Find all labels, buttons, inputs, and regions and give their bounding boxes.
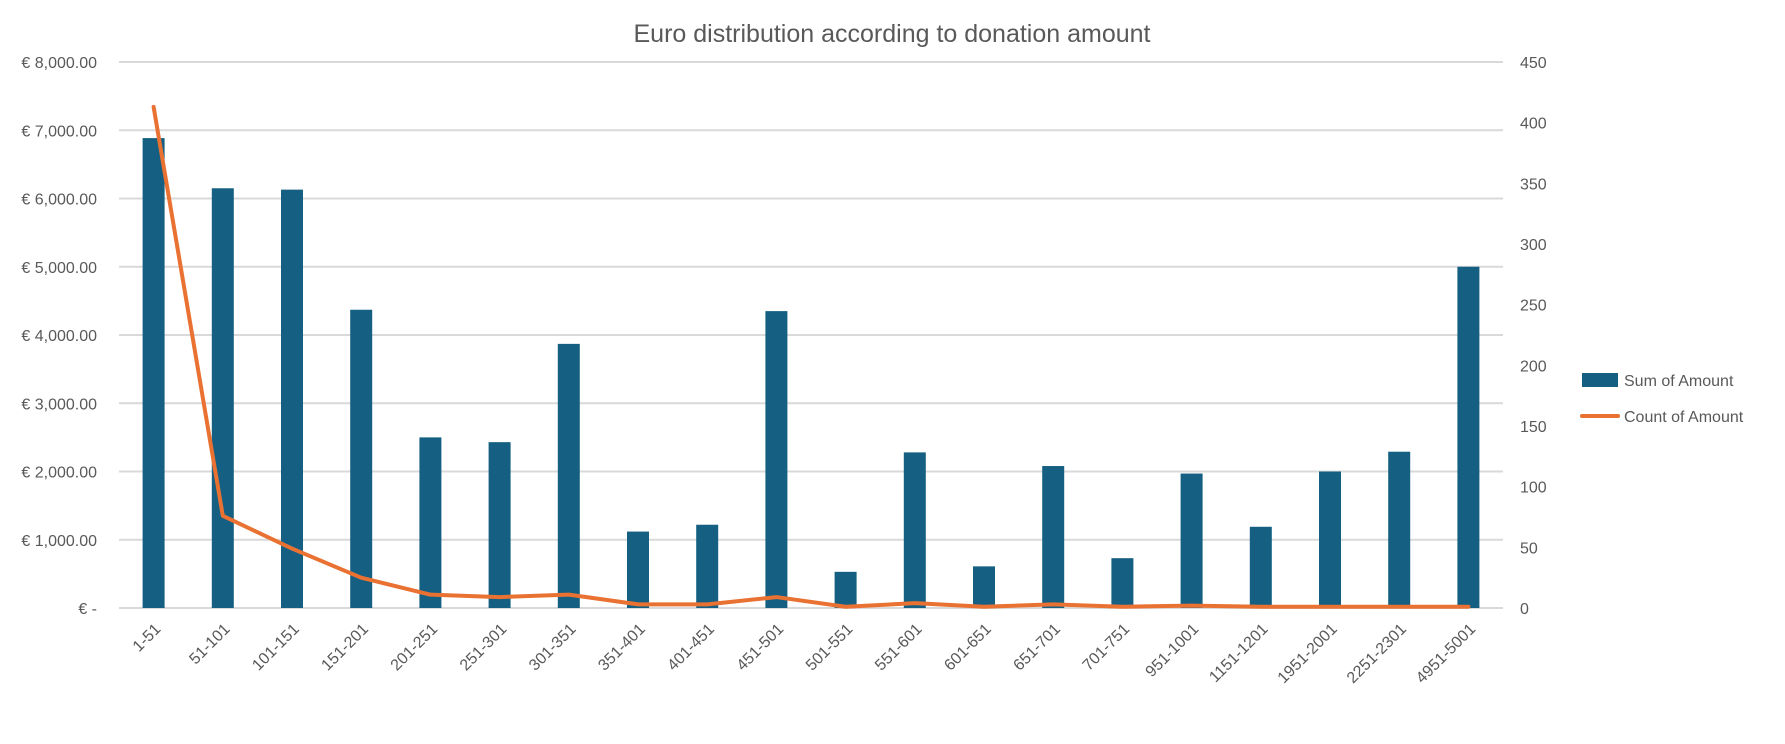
bar-251-301 — [488, 442, 511, 608]
count-point-151-201 — [360, 577, 362, 579]
right-tick-label: 450 — [1520, 55, 1547, 72]
count-point-1-51 — [153, 106, 155, 108]
bar-951-1001 — [1180, 473, 1203, 608]
left-tick-label: € 8,000.00 — [21, 55, 97, 72]
x-tick-label: 301-351 — [526, 621, 580, 675]
right-tick-label: 150 — [1520, 419, 1547, 436]
count-point-1151-1201 — [1260, 606, 1262, 608]
x-tick-label: 401-451 — [664, 621, 718, 675]
right-tick-label: 400 — [1520, 116, 1547, 133]
bar-2251-2301 — [1388, 451, 1411, 608]
x-axis: 1-51 51-101 101-151 151-201 201-251 251-301 30… — [130, 621, 1480, 687]
count-point-301-351 — [568, 594, 570, 596]
x-tick-label: 151-201 — [318, 621, 372, 675]
left-tick-label: € - — [78, 601, 97, 618]
left-tick-label: € 3,000.00 — [21, 396, 97, 413]
legend-label-count: Count of Amount — [1624, 409, 1744, 426]
count-point-501-551 — [845, 606, 847, 608]
bar-series — [142, 138, 1480, 608]
x-tick-label: 4951-5001 — [1413, 621, 1479, 687]
gridlines — [119, 61, 1503, 609]
count-point-101-151 — [291, 548, 293, 550]
x-tick-label: 1151-1201 — [1206, 621, 1271, 686]
left-tick-label: € 5,000.00 — [21, 260, 97, 277]
legend-label-sum: Sum of Amount — [1624, 373, 1734, 390]
bar-301-351 — [557, 343, 580, 608]
bar-101-151 — [281, 189, 303, 608]
count-point-201-251 — [429, 594, 431, 596]
left-tick-label: € 7,000.00 — [21, 123, 97, 140]
count-point-651-701 — [1052, 603, 1054, 605]
count-point-4951-5001 — [1467, 606, 1469, 608]
bar-1-51 — [142, 138, 165, 608]
left-axis: € - € 1,000.00 € 2,000.00 € 3,000.00 € 4,000… — [21, 55, 97, 618]
count-point-601-651 — [983, 606, 985, 608]
x-tick-label: 451-501 — [734, 621, 788, 675]
x-tick-label: 551-601 — [872, 621, 926, 675]
line-series — [151, 104, 1471, 609]
count-point-251-301 — [499, 596, 501, 598]
bar-1951-2001 — [1319, 471, 1341, 608]
right-tick-label: 0 — [1520, 601, 1529, 618]
bar-451-501 — [765, 311, 788, 608]
x-tick-label: 951-1001 — [1143, 621, 1203, 681]
left-tick-label: € 6,000.00 — [21, 192, 97, 209]
left-tick-label: € 1,000.00 — [21, 533, 97, 550]
count-point-451-501 — [775, 596, 777, 598]
left-tick-label: € 4,000.00 — [21, 328, 97, 345]
right-tick-label: 50 — [1520, 540, 1538, 557]
bar-551-601 — [903, 452, 926, 608]
bar-601-651 — [973, 566, 995, 608]
bar-651-701 — [1042, 466, 1065, 608]
right-axis: 0 50 100 150 200 250 300 350 400 450 — [1520, 55, 1547, 618]
right-tick-label: 100 — [1520, 480, 1547, 497]
count-point-51-101 — [222, 515, 224, 517]
bar-51-101 — [211, 188, 234, 608]
x-tick-label: 501-551 — [803, 621, 857, 675]
legend-swatch-sum — [1582, 373, 1618, 387]
bar-151-201 — [350, 309, 373, 608]
right-tick-label: 300 — [1520, 237, 1547, 254]
bar-201-251 — [419, 437, 442, 608]
x-tick-label: 2251-2301 — [1344, 621, 1410, 687]
x-tick-label: 1951-2001 — [1275, 621, 1341, 687]
x-tick-label: 651-701 — [1010, 621, 1064, 675]
right-tick-label: 250 — [1520, 298, 1547, 315]
count-point-2251-2301 — [1398, 606, 1400, 608]
bar-401-451 — [696, 524, 719, 608]
x-tick-label: 701-751 — [1080, 621, 1134, 675]
left-tick-label: € 2,000.00 — [21, 465, 97, 482]
bar-4951-5001 — [1457, 266, 1480, 608]
right-tick-label: 200 — [1520, 358, 1547, 375]
count-point-551-601 — [914, 602, 916, 604]
x-tick-label: 201-251 — [388, 621, 442, 675]
chart-title: Euro distribution according to donation … — [634, 20, 1151, 48]
bar-501-551 — [834, 571, 857, 608]
count-point-701-751 — [1121, 606, 1123, 608]
count-point-1951-2001 — [1329, 606, 1331, 608]
x-tick-label: 51-101 — [186, 621, 233, 668]
x-tick-label: 251-301 — [457, 621, 511, 675]
count-point-951-1001 — [1191, 605, 1193, 607]
x-tick-label: 601-651 — [941, 621, 995, 675]
count-point-351-401 — [637, 603, 639, 605]
count-point-401-451 — [706, 603, 708, 605]
right-tick-label: 350 — [1520, 176, 1547, 193]
x-tick-label: 101-151 — [249, 621, 303, 675]
count-line — [151, 104, 1471, 609]
legend: Sum of Amount Count of Amount — [1580, 373, 1744, 426]
bar-701-751 — [1111, 558, 1134, 608]
x-tick-label: 351-401 — [595, 621, 649, 675]
bar-351-401 — [627, 531, 649, 608]
bar-1151-1201 — [1249, 526, 1272, 608]
x-tick-label: 1-51 — [130, 621, 165, 656]
